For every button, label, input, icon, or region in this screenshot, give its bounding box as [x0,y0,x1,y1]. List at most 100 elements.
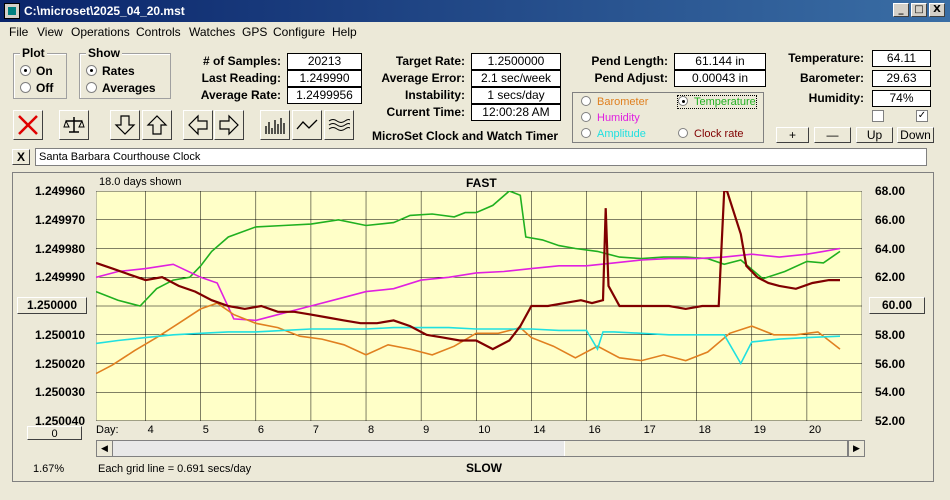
target-rate-label: Target Rate: [395,54,465,68]
checkbox-right[interactable]: ✓ [916,110,928,122]
show-rates-radio[interactable]: Rates [86,64,135,78]
y-tick-left: 1.250030 [34,385,85,400]
instability-label: Instability: [404,88,465,102]
samples-value: 20213 [287,53,362,70]
line-chart-icon [296,119,318,130]
y-tick-left: 1.250040 [34,414,85,428]
y-tick-right: 66.00 [875,212,906,227]
bars-view-button[interactable] [260,110,290,140]
target-rate-value: 1.2500000 [471,53,561,70]
minimize-button[interactable]: _ [893,3,909,17]
up-button[interactable]: Up [856,127,893,143]
legend-humidity[interactable]: Humidity [581,112,640,124]
x-tick: 8 [368,424,375,436]
balance-scale-icon [63,117,85,133]
menu-configure[interactable]: Configure [273,25,326,39]
app-icon[interactable] [4,3,20,19]
y-tick-left: 1.249970 [34,212,85,227]
menu-file[interactable]: File [9,25,29,39]
current-time-label: Current Time: [386,105,465,119]
menu-gps[interactable]: GPS [242,25,268,39]
humidity-label: Humidity: [808,91,864,105]
down-arrow-button[interactable] [110,110,140,140]
center-rate-button[interactable]: 1.250000 [17,297,87,314]
show-averages-radio[interactable]: Averages [86,81,156,95]
menu-view[interactable]: View [37,25,63,39]
x-tick: 9 [423,424,430,436]
left-arrow-button[interactable] [183,110,213,140]
menu-help[interactable]: Help [332,25,357,39]
x-tick: 16 [588,424,601,436]
menu-operations[interactable]: Operations [71,25,130,39]
average-error-label: Average Error: [381,71,465,85]
show-group-title: Show [86,46,122,60]
up-arrow-button[interactable] [142,110,172,140]
x-tick: 6 [257,424,264,436]
app-name: MicroSet Clock and Watch Timer [372,129,559,143]
clear-button[interactable] [13,110,43,140]
series-amplitude [96,326,841,366]
close-button[interactable]: X [929,3,945,17]
average-rate-value: 1.2499956 [287,87,362,104]
x-tick: 20 [808,424,822,436]
bar-chart-icon [265,118,285,134]
plot-group-title: Plot [20,46,47,60]
x-tick: 7 [312,424,320,436]
slow-label: SLOW [466,461,502,475]
legend-clock-rate[interactable]: Clock rate [678,128,744,140]
menu-controls[interactable]: Controls [136,25,181,39]
title-bar: C:\microset\2025_04_20.mst _ □ X [0,0,950,22]
x-tick: 4 [147,424,154,436]
last-reading-label: Last Reading: [201,71,281,85]
y-tick-left: 1.249960 [34,184,85,198]
down-button[interactable]: Down [897,127,934,143]
legend-amplitude[interactable]: Amplitude [581,128,646,140]
legend-temperature[interactable]: Temperature [677,95,757,109]
menu-watches[interactable]: Watches [189,25,236,39]
x-tick: 19 [753,424,767,436]
checkbox-left[interactable] [872,110,884,122]
clock-close-button[interactable]: X [12,149,30,165]
center-temp-button[interactable]: 60.00 [869,297,925,314]
minus-button[interactable]: — [814,127,851,143]
scroll-left-arrow[interactable]: ◀ [97,441,113,456]
legend-panel: Barometer Temperature Humidity Amplitude… [572,92,764,143]
last-reading-value: 1.249990 [287,70,362,87]
grid-note: Each grid line = 0.691 secs/day [98,463,252,475]
average-rate-label: Average Rate: [200,88,281,102]
scroll-thumb[interactable] [564,441,848,456]
y-tick-left: 1.250020 [34,356,85,371]
line-view-button[interactable] [292,110,322,140]
horizontal-scrollbar[interactable]: ◀ ▶ [96,440,865,457]
plot-off-radio[interactable]: Off [20,81,53,95]
right-arrow-button[interactable] [214,110,244,140]
arrow-right-icon [219,114,239,136]
plot-on-radio[interactable]: On [20,64,53,78]
rate-chart [96,191,862,421]
maximize-button[interactable]: □ [911,3,927,17]
humidity-value: 74% [872,90,931,107]
x-tick: 5 [202,424,209,436]
legend-barometer[interactable]: Barometer [581,96,648,108]
pend-length-label: Pend Length: [591,54,668,68]
y-tick-right: 52.00 [875,414,906,428]
plus-button[interactable]: + [776,127,809,143]
scroll-right-arrow[interactable]: ▶ [848,441,864,456]
temperature-label: Temperature: [788,51,864,65]
arrow-left-icon [188,114,208,136]
scale-button[interactable] [59,110,89,140]
x-tick: 17 [643,424,656,436]
clock-name-field[interactable]: Santa Barbara Courthouse Clock [35,148,927,166]
pend-length-value: 61.144 in [674,53,766,70]
x-tick: 18 [698,424,711,436]
series-humidity [96,247,841,322]
series-clock-rate [96,191,840,351]
y-tick-right: 68.00 [875,184,906,198]
scroll-value-box[interactable]: 0 [27,426,82,440]
wave-icon [328,119,350,131]
show-group: Show Rates Averages [79,46,171,99]
series-temperature [96,191,841,307]
wave-view-button[interactable] [324,110,354,140]
y-tick-right: 56.00 [875,356,906,371]
y-tick-left: 1.249990 [34,270,85,285]
